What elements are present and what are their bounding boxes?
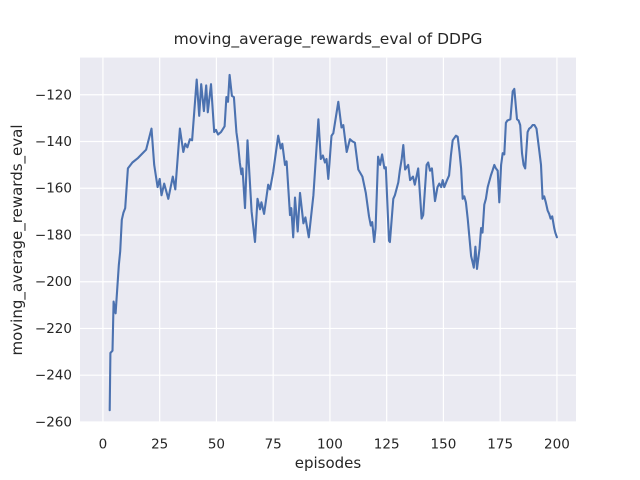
y-tick-label: −140: [35, 134, 72, 150]
chart-title: moving_average_rewards_eval of DDPG: [173, 30, 483, 48]
x-axis-label: episodes: [294, 454, 362, 472]
y-tick-label: −120: [35, 87, 72, 103]
plot-area: [80, 57, 576, 423]
y-tick-label: −260: [35, 414, 72, 430]
x-tick-label: 125: [374, 436, 400, 452]
y-tick-label: −180: [35, 227, 72, 243]
x-tick-label: 75: [265, 436, 282, 452]
x-tick-label: 150: [431, 436, 457, 452]
y-tick-label: −160: [35, 181, 72, 197]
y-axis-label: moving_average_rewards_eval: [8, 124, 26, 356]
data-line: [108, 73, 558, 412]
x-tick-label: 25: [151, 436, 168, 452]
x-tick-label: 0: [99, 436, 108, 452]
x-tick-label: 175: [487, 436, 513, 452]
x-tick-label: 200: [544, 436, 570, 452]
y-tick-label: −200: [35, 274, 72, 290]
x-tick-label: 50: [208, 436, 225, 452]
y-tick-label: −220: [35, 321, 72, 337]
x-tick-label: 100: [317, 436, 343, 452]
y-tick-label: −240: [35, 368, 72, 384]
